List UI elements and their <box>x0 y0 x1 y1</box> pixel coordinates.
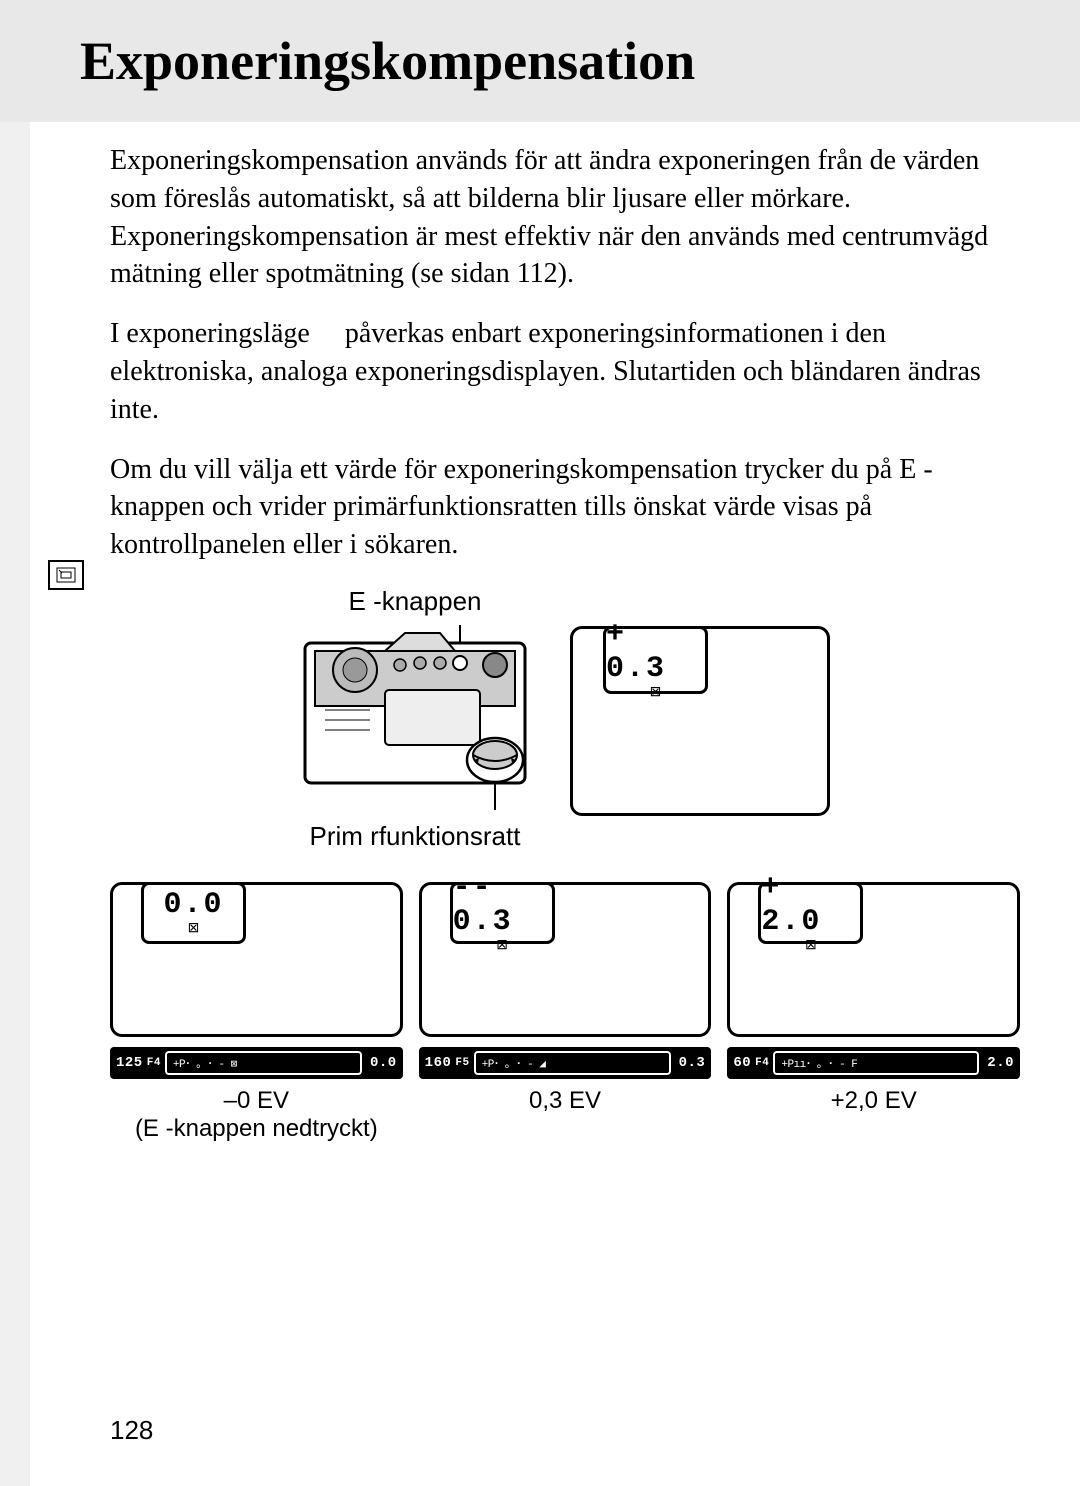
lcd-box-2: + 2.0 ⊠ <box>758 882 863 944</box>
vf-comp-1: 0.3 <box>679 1055 706 1071</box>
exposure-comp-icon: ⊠ <box>805 937 817 954</box>
top-lcd-panel: + 0.3 ⊠ <box>570 626 830 816</box>
vf-scale-box-0: +P･ ｡ ･ - ⊠ <box>165 1051 362 1075</box>
vf-scale-0: +P･ ｡ ･ - ⊠ <box>173 1055 237 1071</box>
lcd-value-0: 0.0 <box>163 888 223 922</box>
paragraph-3: Om du vill välja ett värde för exponerin… <box>110 451 1020 564</box>
viewfinder-1: 160 F5 +P･ ｡ ･ - ◢ 0.3 <box>419 1047 712 1079</box>
viewfinder-0: 125 F4 +P･ ｡ ･ - ⊠ 0.0 <box>110 1047 403 1079</box>
viewfinder-2: 60 F4 +Pıı･ ｡ ･ - F 2.0 <box>727 1047 1020 1079</box>
lcd-panel-1: -- 0.3 ⊠ <box>419 882 712 1037</box>
vf-aperture-0: F4 <box>147 1057 161 1069</box>
button-label: E -knappen <box>349 586 482 617</box>
three-panels-row: 0.0 ⊠ 125 F4 +P･ ｡ ･ - ⊠ 0.0 –0 EV (E -k… <box>110 882 1020 1143</box>
exposure-comp-icon: ⊠ <box>650 684 662 701</box>
exposure-comp-icon: ⊠ <box>496 937 508 954</box>
panel-col-1: -- 0.3 ⊠ 160 F5 +P･ ｡ ･ - ◢ 0.3 0,3 EV <box>419 882 712 1143</box>
camera-illustration <box>300 625 530 815</box>
title-band: Exponeringskompensation <box>0 0 1080 122</box>
paragraph-1: Exponeringskompensation används för att … <box>110 142 1020 293</box>
caption-1: 0,3 EV <box>529 1087 601 1115</box>
lcd-box-1: -- 0.3 ⊠ <box>450 882 555 944</box>
paragraph-2: I exponeringsläge påverkas enbart expone… <box>110 315 1020 428</box>
camera-block: E -knappen <box>300 586 530 852</box>
vf-comp-0: 0.0 <box>370 1055 397 1071</box>
vf-shutter-0: 125 <box>116 1055 143 1071</box>
vf-aperture-2: F4 <box>755 1057 769 1069</box>
top-lcd-value: + 0.3 <box>606 618 705 686</box>
page-number: 128 <box>110 1415 153 1446</box>
lcd-panel-2: + 2.0 ⊠ <box>727 882 1020 1037</box>
vf-scale-box-1: +P･ ｡ ･ - ◢ <box>474 1051 671 1075</box>
top-diagram-row: E -knappen <box>110 586 1020 852</box>
caption-2: +2,0 EV <box>831 1087 917 1115</box>
lcd-panel-0: 0.0 ⊠ <box>110 882 403 1037</box>
diagram-area: E -knappen <box>110 586 1020 1143</box>
caption-0: –0 EV <box>224 1087 289 1115</box>
exposure-comp-icon: ⊠ <box>188 920 200 937</box>
vf-shutter-1: 160 <box>425 1055 452 1071</box>
subcaption-0: (E -knappen nedtryckt) <box>135 1115 378 1143</box>
top-lcd-box: + 0.3 ⊠ <box>603 626 708 694</box>
vf-aperture-1: F5 <box>455 1057 469 1069</box>
vf-scale-box-2: +Pıı･ ｡ ･ - F <box>773 1051 979 1075</box>
lcd-value-2: + 2.0 <box>761 871 860 939</box>
panel-col-0: 0.0 ⊠ 125 F4 +P･ ｡ ･ - ⊠ 0.0 –0 EV (E -k… <box>110 882 403 1143</box>
manual-page: Exponeringskompensation Exponeringskompe… <box>30 0 1080 1486</box>
vf-shutter-2: 60 <box>733 1055 751 1071</box>
page-title: Exponeringskompensation <box>80 30 1020 92</box>
lcd-value-1: -- 0.3 <box>453 871 552 939</box>
dial-label: Prim rfunktionsratt <box>310 821 521 852</box>
section-icon <box>48 560 84 590</box>
vf-comp-2: 2.0 <box>987 1055 1014 1071</box>
vf-scale-2: +Pıı･ ｡ ･ - F <box>781 1055 857 1071</box>
panel-col-2: + 2.0 ⊠ 60 F4 +Pıı･ ｡ ･ - F 2.0 +2,0 EV <box>727 882 1020 1143</box>
lcd-box-0: 0.0 ⊠ <box>141 882 246 944</box>
vf-scale-1: +P･ ｡ ･ - ◢ <box>482 1055 546 1071</box>
